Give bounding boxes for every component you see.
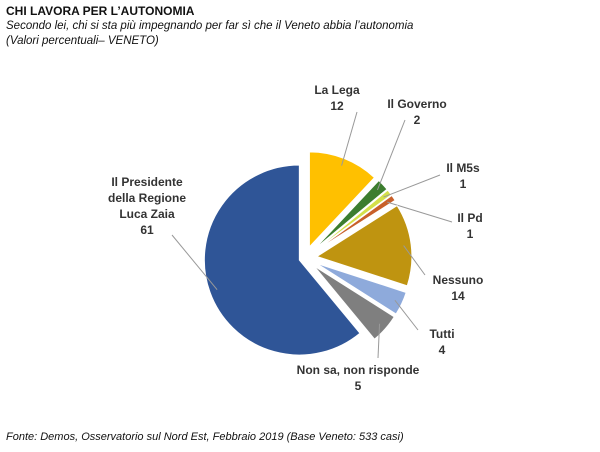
value-label: 5 bbox=[354, 379, 362, 393]
pie-slice bbox=[203, 164, 361, 356]
leader-line bbox=[341, 111, 358, 166]
source: Fonte: Demos, Osservatorio sul Nord Est,… bbox=[6, 431, 404, 443]
slice-label: Nessuno 14 bbox=[408, 272, 508, 304]
slice-label: La Lega 12 bbox=[277, 82, 397, 114]
subtitle: Secondo lei, chi si sta più impegnando p… bbox=[6, 20, 414, 32]
leader-line bbox=[383, 174, 441, 198]
category-label: La Lega bbox=[314, 83, 360, 97]
slice-label: Il Presidente della Regione Luca Zaia 61 bbox=[100, 174, 195, 238]
category-label: Nessuno bbox=[432, 273, 484, 287]
note: (Valori percentuali– VENETO) bbox=[6, 35, 159, 47]
category-label: Il Presidente della Regione Luca Zaia bbox=[107, 175, 187, 221]
leader-line bbox=[171, 234, 218, 290]
value-label: 14 bbox=[451, 289, 465, 303]
pie-slice bbox=[313, 179, 388, 251]
category-label: Tutti bbox=[429, 327, 455, 341]
value-label: 2 bbox=[413, 113, 421, 127]
value-label: 1 bbox=[466, 227, 474, 241]
pie-slice bbox=[315, 204, 413, 287]
title: CHI LAVORA PER L’AUTONOMIA bbox=[6, 4, 195, 18]
category-label: Non sa, non risponde bbox=[296, 363, 420, 377]
leader-line bbox=[376, 119, 406, 191]
pie-slice bbox=[314, 194, 396, 252]
slice-label: Tutti 4 bbox=[402, 326, 482, 358]
value-label: 61 bbox=[140, 223, 154, 237]
value-label: 4 bbox=[438, 343, 446, 357]
leader-line bbox=[403, 245, 426, 276]
value-label: 12 bbox=[330, 99, 344, 113]
pie-slice bbox=[313, 265, 395, 340]
category-label: Il Pd bbox=[457, 211, 483, 225]
category-label: Il Governo bbox=[387, 97, 447, 111]
pie-slice bbox=[314, 189, 393, 252]
slice-label: Non sa, non risponde 5 bbox=[273, 362, 443, 394]
pie-slice bbox=[308, 151, 376, 249]
category-label: Il M5s bbox=[446, 161, 480, 175]
slice-label: Il M5s 1 bbox=[423, 160, 503, 192]
value-label: 1 bbox=[459, 177, 467, 191]
pie-slice bbox=[315, 262, 407, 315]
leader-line bbox=[387, 201, 453, 223]
slice-label: Il Pd 1 bbox=[430, 210, 510, 242]
slice-label: Il Governo 2 bbox=[357, 96, 477, 128]
leader-line bbox=[394, 300, 419, 331]
leader-line bbox=[377, 323, 381, 359]
